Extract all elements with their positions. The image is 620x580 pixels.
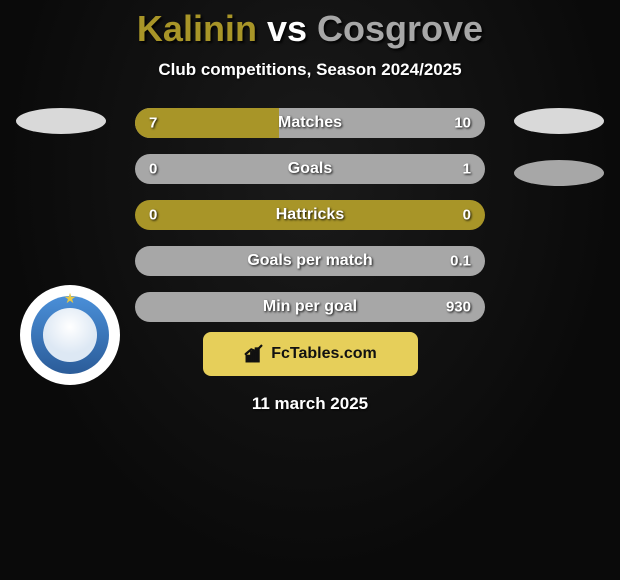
brand-text: FcTables.com (271, 345, 377, 363)
chart-icon (243, 343, 265, 365)
club-badge-inner: ★ (31, 296, 109, 374)
stat-label: Goals per match (135, 252, 485, 270)
player1-name: Kalinin (137, 8, 257, 49)
player2-marker-2 (514, 160, 604, 186)
stat-bar: Goals0 1 (135, 154, 485, 184)
player2-name: Cosgrove (317, 8, 483, 49)
stat-bar: Matches7 10 (135, 108, 485, 138)
stat-label: Goals (135, 160, 485, 178)
comparison-title: Kalinin vs Cosgrove (0, 0, 620, 50)
stat-bar: Hattricks0 0 (135, 200, 485, 230)
stat-value-right: 0 (463, 207, 471, 224)
stats-bars: ★ Matches710Goals01Hattricks00Goals per … (0, 108, 620, 318)
stat-label: Min per goal (135, 298, 485, 316)
subtitle: Club competitions, Season 2024/2025 (0, 60, 620, 80)
stat-value-right: 1 (463, 161, 471, 178)
stat-value-right: 10 (454, 115, 471, 132)
player2-marker (514, 108, 604, 134)
title-vs: vs (267, 8, 307, 49)
stat-label: Hattricks (135, 206, 485, 224)
stat-value-left: 7 (149, 115, 157, 132)
stat-value-left: 0 (149, 207, 157, 224)
club-badge: ★ (20, 285, 120, 385)
stat-label: Matches (135, 114, 485, 132)
brand-footer: FcTables.com (203, 332, 418, 376)
stat-bar: Min per goal930 (135, 292, 485, 322)
stat-value-left: 0 (149, 161, 157, 178)
stat-bar: Goals per match0.1 (135, 246, 485, 276)
stat-value-right: 0.1 (450, 253, 471, 270)
player1-marker (16, 108, 106, 134)
stat-value-right: 930 (446, 299, 471, 316)
star-icon: ★ (64, 290, 77, 307)
date: 11 march 2025 (0, 394, 620, 414)
